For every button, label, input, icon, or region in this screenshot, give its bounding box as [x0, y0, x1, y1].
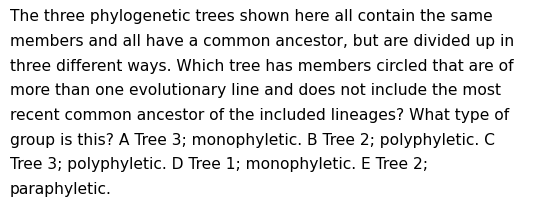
Text: paraphyletic.: paraphyletic. [10, 182, 112, 197]
Text: Tree 3; polyphyletic. D Tree 1; monophyletic. E Tree 2;: Tree 3; polyphyletic. D Tree 1; monophyl… [10, 157, 428, 172]
Text: recent common ancestor of the included lineages? What type of: recent common ancestor of the included l… [10, 108, 509, 123]
Text: The three phylogenetic trees shown here all contain the same: The three phylogenetic trees shown here … [10, 9, 493, 24]
Text: group is this? A Tree 3; monophyletic. B Tree 2; polyphyletic. C: group is this? A Tree 3; monophyletic. B… [10, 133, 495, 148]
Text: three different ways. Which tree has members circled that are of: three different ways. Which tree has mem… [10, 59, 514, 74]
Text: more than one evolutionary line and does not include the most: more than one evolutionary line and does… [10, 83, 501, 98]
Text: members and all have a common ancestor, but are divided up in: members and all have a common ancestor, … [10, 34, 514, 49]
